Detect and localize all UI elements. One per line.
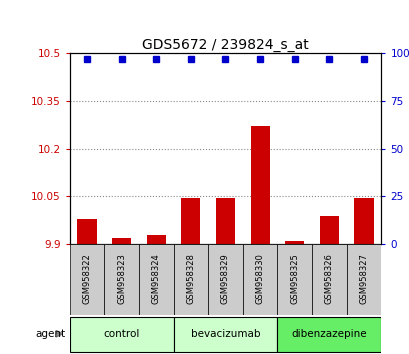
Text: bevacizumab: bevacizumab bbox=[190, 329, 260, 339]
Bar bbox=[285, 241, 303, 244]
Text: GSM958325: GSM958325 bbox=[290, 253, 299, 304]
Bar bbox=[250, 126, 269, 244]
Text: control: control bbox=[103, 329, 139, 339]
Bar bbox=[242, 244, 277, 315]
Text: GSM958323: GSM958323 bbox=[117, 253, 126, 304]
Bar bbox=[139, 244, 173, 315]
Text: dibenzazepine: dibenzazepine bbox=[291, 329, 366, 339]
Text: GSM958327: GSM958327 bbox=[359, 253, 368, 304]
Text: agent: agent bbox=[36, 329, 65, 339]
Bar bbox=[277, 317, 380, 352]
Bar bbox=[277, 244, 311, 315]
Bar bbox=[173, 317, 277, 352]
Bar bbox=[70, 317, 173, 352]
Bar bbox=[146, 235, 165, 244]
Bar bbox=[216, 198, 234, 244]
Bar bbox=[181, 198, 200, 244]
Bar bbox=[346, 244, 380, 315]
Text: GSM958324: GSM958324 bbox=[151, 253, 160, 304]
Text: GSM958330: GSM958330 bbox=[255, 253, 264, 304]
Text: GSM958326: GSM958326 bbox=[324, 253, 333, 304]
Bar bbox=[208, 244, 242, 315]
Bar bbox=[319, 216, 338, 244]
Bar bbox=[77, 219, 96, 244]
Bar bbox=[70, 244, 104, 315]
Text: GSM958322: GSM958322 bbox=[82, 253, 91, 304]
Bar bbox=[354, 198, 373, 244]
Title: GDS5672 / 239824_s_at: GDS5672 / 239824_s_at bbox=[142, 38, 308, 52]
Bar bbox=[112, 238, 131, 244]
Bar bbox=[311, 244, 346, 315]
Bar bbox=[173, 244, 208, 315]
Bar bbox=[104, 244, 139, 315]
Text: GSM958329: GSM958329 bbox=[220, 253, 229, 304]
Text: GSM958328: GSM958328 bbox=[186, 253, 195, 304]
